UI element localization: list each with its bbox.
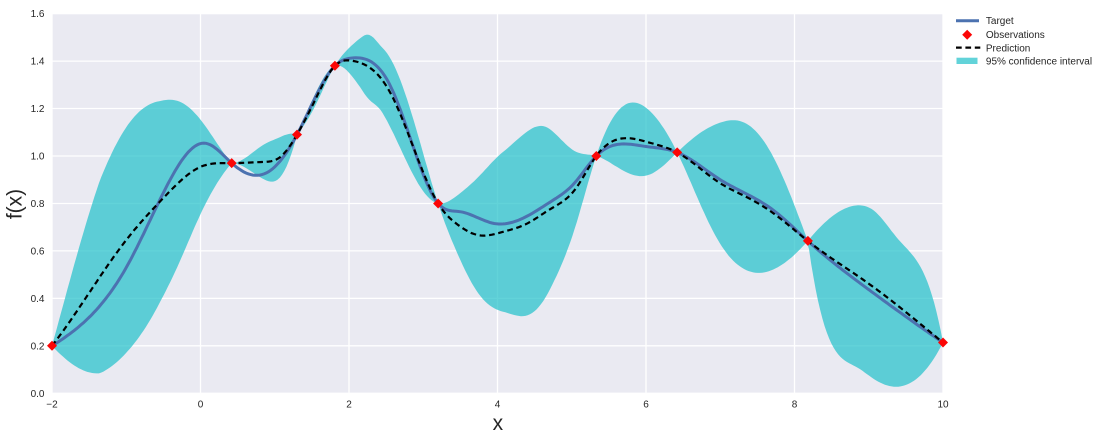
svg-text:x: x [493,412,504,435]
svg-text:10: 10 [937,399,949,410]
svg-text:2: 2 [346,399,352,410]
svg-text:1.6: 1.6 [31,9,45,20]
svg-text:−2: −2 [46,399,58,410]
svg-text:f(x): f(x) [3,189,26,219]
svg-text:Target: Target [986,16,1014,27]
svg-text:4: 4 [495,399,501,410]
svg-text:1.2: 1.2 [31,104,45,115]
svg-text:8: 8 [792,399,798,410]
svg-text:1.4: 1.4 [31,57,45,68]
svg-text:1.0: 1.0 [31,152,45,163]
svg-text:0.4: 0.4 [31,294,45,305]
svg-text:6: 6 [643,399,649,410]
svg-text:95% confidence interval: 95% confidence interval [986,57,1092,68]
svg-text:0.0: 0.0 [31,389,45,400]
svg-text:0.2: 0.2 [31,341,45,352]
svg-text:0.6: 0.6 [31,247,45,258]
svg-text:Prediction: Prediction [986,43,1030,54]
svg-text:0: 0 [198,399,204,410]
svg-text:Observations: Observations [986,30,1045,41]
svg-text:0.8: 0.8 [31,199,45,210]
